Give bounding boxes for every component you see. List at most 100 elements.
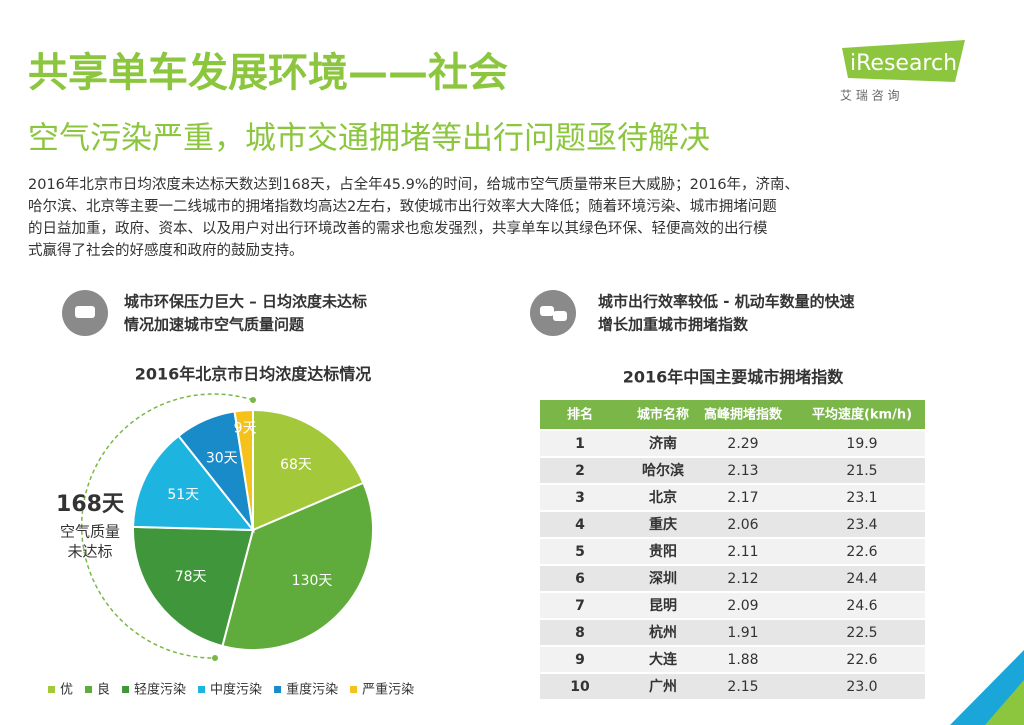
section-heading: 城市出行效率较低 - 机动车数量的快速	[598, 293, 855, 311]
table-row-bg	[540, 647, 925, 672]
table-cell: 2.13	[727, 463, 758, 479]
table-cell: 22.5	[846, 625, 877, 641]
legend-swatch	[85, 686, 93, 693]
icon-car	[75, 306, 95, 318]
intro: 2016年北京市日均浓度未达标天数达到168天，占全年45.9%的时间，给城市空…	[28, 175, 799, 259]
icon-car	[540, 306, 554, 316]
table-row-bg	[540, 566, 925, 591]
legend-label: 优	[60, 683, 73, 698]
table-row-bg	[540, 458, 925, 483]
table-cell: 1.91	[727, 625, 758, 641]
table-cell: 北京	[649, 489, 677, 506]
slice-label: 130天	[292, 573, 333, 589]
intro-line: 哈尔滨、北京等主要一二线城市的拥堵指数均高达2左右，致使城市出行效率大大降低；随…	[28, 197, 777, 215]
table-cell: 9	[575, 652, 585, 668]
pie-slice	[221, 481, 374, 651]
table-cell: 7	[575, 598, 585, 614]
pie-slice	[233, 408, 254, 531]
slice-label: 68天	[280, 457, 312, 473]
table-header: 排名	[567, 407, 593, 423]
annotation-text: 空气质量	[60, 523, 120, 541]
slice-label: 78天	[175, 569, 207, 585]
legend-label: 严重污染	[362, 682, 414, 698]
table-cell: 1.88	[727, 652, 758, 668]
table-cell: 2	[575, 463, 585, 479]
legend-swatch	[198, 686, 206, 693]
logo-shape	[842, 40, 965, 82]
table-cell: 24.6	[846, 598, 877, 614]
table-cell: 22.6	[846, 544, 877, 560]
table-cell: 23.4	[846, 517, 877, 533]
section-heading: 城市环保压力巨大 – 日均浓度未达标	[124, 293, 367, 311]
table-cell: 2.06	[727, 517, 758, 533]
table-cell: 昆明	[649, 598, 677, 614]
pie-slice	[252, 408, 365, 532]
table-cell: 22.6	[846, 652, 877, 668]
annotation-text: 未达标	[67, 543, 112, 561]
annotation-value: 168天	[56, 492, 125, 517]
legend-swatch	[274, 686, 282, 693]
table-cell: 2.17	[727, 490, 758, 506]
table-cell: 19.9	[846, 436, 877, 452]
legend-label: 轻度污染	[134, 682, 186, 698]
table-cell: 6	[575, 571, 585, 587]
table-row-bg	[540, 593, 925, 618]
table-header: 平均速度(km/h)	[812, 407, 912, 423]
table-cell: 4	[575, 517, 585, 533]
table-cell: 23.1	[846, 490, 877, 506]
legend-label: 良	[97, 682, 110, 698]
table-cell: 3	[575, 490, 585, 506]
table: 排名 城市名称 高峰拥堵指数 平均速度(km/h) 1 济南 2.29 19.9 2 哈尔滨 2.1…	[540, 400, 925, 699]
table-cell: 21.5	[846, 463, 877, 479]
table-cell: 8	[575, 625, 585, 641]
table-row-bg	[540, 620, 925, 645]
table-title: 2016年中国主要城市拥堵指数	[623, 368, 845, 387]
chart-title: 2016年北京市日均浓度达标情况	[135, 365, 372, 384]
pie-slice	[132, 434, 256, 532]
logo: iResearch	[850, 51, 957, 76]
table-cell: 2.12	[727, 571, 758, 587]
table-cell: 24.4	[846, 571, 877, 587]
table-cell: 2.11	[727, 544, 758, 560]
table-cell: 2.09	[727, 598, 758, 614]
intro-line: 2016年北京市日均浓度未达标天数达到168天，占全年45.9%的时间，给城市空…	[28, 175, 799, 193]
table-cell: 杭州	[649, 624, 677, 641]
bracket-arc	[80, 393, 254, 659]
intro-line: 的日益加重，政府、资本、以及用户对出行环境改善的需求也愈发强烈，共享单车以其绿色…	[28, 219, 768, 237]
section-heading: 情况加速城市空气质量问题	[124, 316, 305, 334]
intro-line: 式赢得了社会的好感度和政府的鼓励支持。	[28, 242, 304, 259]
table-cell: 23.0	[846, 679, 877, 695]
logo-sub: 艾 瑞 咨 询	[840, 88, 899, 103]
table-cell: 2.15	[727, 679, 758, 695]
legend-swatch	[122, 686, 130, 693]
table-row-bg	[540, 512, 925, 537]
table-row-bg	[540, 539, 925, 564]
slice-label: 51天	[167, 487, 199, 503]
slice-label: 9天	[234, 420, 257, 436]
table-cell: 2.29	[727, 436, 758, 452]
icon-car	[553, 311, 567, 321]
table-row-bg	[540, 674, 925, 699]
subtitle: 空气污染严重，城市交通拥堵等出行问题亟待解决	[28, 121, 710, 157]
table-cell: 5	[575, 544, 585, 560]
table-cell: 贵阳	[649, 543, 677, 560]
table-cell: 10	[570, 679, 590, 695]
table-header-bg	[540, 400, 925, 429]
table-cell: 哈尔滨	[642, 462, 684, 479]
table-cell: 大连	[649, 651, 678, 668]
pie-slice	[132, 525, 255, 648]
pie: 68天 130天 78天 51天 30天 9天	[132, 408, 374, 651]
section-heading: 增长加重城市拥堵指数	[598, 316, 749, 334]
bracket-dot	[212, 655, 218, 661]
corner-decoration	[985, 680, 1024, 725]
legend-swatch	[350, 686, 358, 693]
slice-label: 30天	[206, 451, 238, 467]
legend-label: 重度污染	[286, 682, 338, 698]
table-cell: 重庆	[649, 516, 677, 533]
table-row-bg	[540, 485, 925, 510]
legend-label: 中度污染	[210, 682, 262, 698]
bracket-dot	[250, 397, 256, 403]
